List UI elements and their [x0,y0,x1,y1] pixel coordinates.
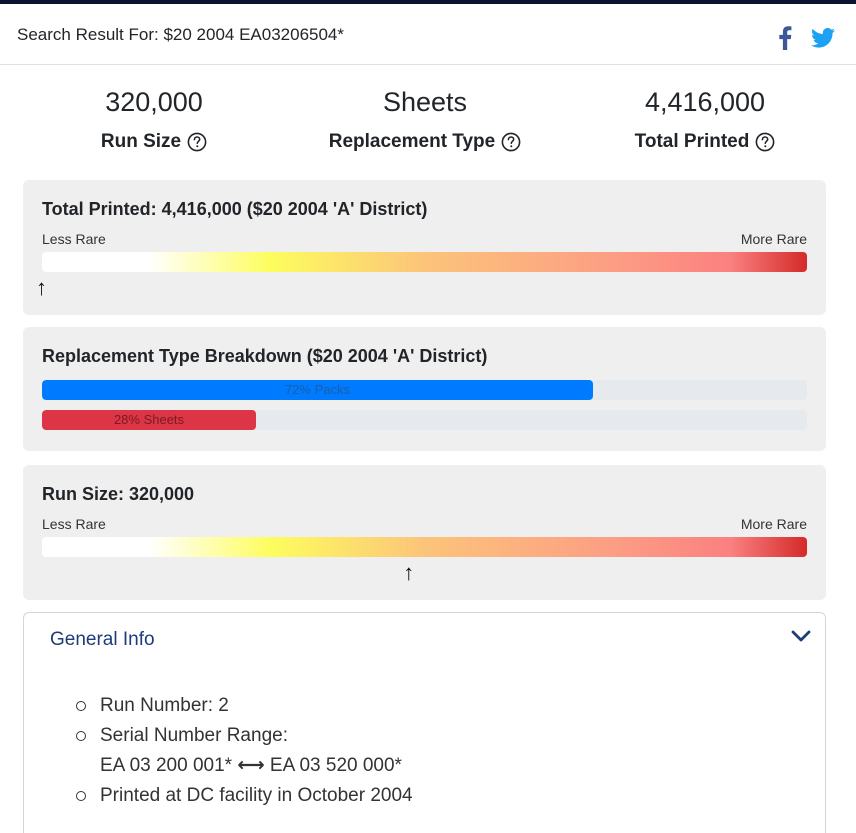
double-arrow-icon: ⟷ [237,755,270,776]
stat-value: 4,416,000 [644,87,766,117]
total-printed-card: Total Printed: 4,416,000 ($20 2004 'A' D… [23,180,826,315]
packs-progress-label: 72% Packs [284,382,351,397]
card-title: Run Size: 320,000 [42,484,195,504]
stat-replacement-type: Sheets Replacement Type [295,82,555,154]
sheets-progress-fill [42,410,256,430]
list-item: Serial Number Range: EA 03 200 001* ⟷ EA… [76,721,413,781]
serial-range-end: EA 03 520 000* [269,755,402,776]
stat-total-printed: 4,416,000 Total Printed [575,82,835,154]
question-circle-icon[interactable] [501,132,521,152]
packs-progress-fill [42,380,593,400]
question-circle-icon[interactable] [755,132,775,152]
rarity-gradient-bar [42,252,807,272]
less-rare-label: Less Rare [42,231,106,247]
twitter-icon[interactable] [811,28,835,48]
general-info-toggle[interactable]: General Info [50,629,155,650]
list-item: Printed at DC facility in October 2004 [76,781,413,811]
rarity-gradient-bar [42,537,807,557]
search-result-title: Search Result For: $20 2004 EA03206504* [17,25,345,44]
less-rare-label: Less Rare [42,516,106,532]
stat-run-size: 320,000 Run Size [24,82,284,154]
more-rare-label: More Rare [740,516,807,532]
general-info-panel: General Info Run Number: 2 Serial Number… [23,612,826,833]
more-rare-label: More Rare [740,231,807,247]
stat-label: Total Printed [634,131,750,152]
summary-stats: 320,000 Run Size Sheets Replacement Type… [24,82,826,162]
replacement-breakdown-card: Replacement Type Breakdown ($20 2004 'A'… [23,327,826,451]
stat-value: Sheets [382,87,468,117]
page-header: Search Result For: $20 2004 EA03206504* [0,4,856,65]
serial-range-start: EA 03 200 001* [100,755,233,776]
sheets-progress-label: 28% Sheets [113,412,185,427]
top-accent-bar [0,0,856,4]
rarity-marker-arrow-icon: ↑ [403,560,415,585]
question-circle-icon[interactable] [187,132,207,152]
list-item: Run Number: 2 [76,691,413,721]
stat-value: 320,000 [105,87,203,117]
run-size-card: Run Size: 320,000 Less Rare More Rare ↑ [23,465,826,600]
card-title: Total Printed: 4,416,000 ($20 2004 'A' D… [42,199,428,219]
sheets-progress-track: 28% Sheets [42,410,807,430]
card-title: Replacement Type Breakdown ($20 2004 'A'… [42,346,488,366]
chevron-down-icon[interactable] [791,629,811,643]
facebook-icon[interactable] [778,26,792,50]
stat-label: Run Size [100,131,182,152]
packs-progress-track: 72% Packs [42,380,807,400]
rarity-marker-arrow-icon: ↑ [36,275,47,300]
stat-label: Replacement Type [328,131,496,152]
general-info-list: Run Number: 2 Serial Number Range: EA 03… [76,691,413,811]
